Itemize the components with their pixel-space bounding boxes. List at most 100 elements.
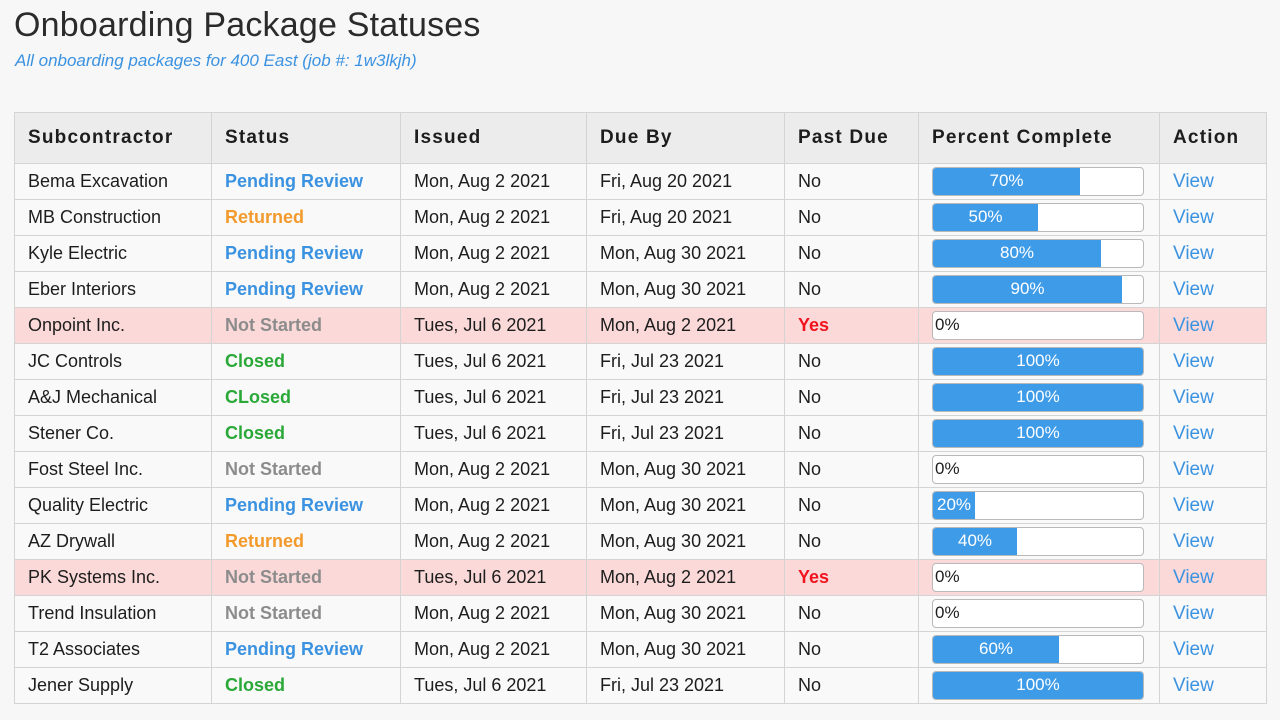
status-badge: Closed xyxy=(225,675,286,695)
cell-action: View xyxy=(1159,199,1267,236)
progress-bar-fill xyxy=(933,528,1017,555)
cell-action: View xyxy=(1159,595,1267,632)
cell-due-by: Mon, Aug 2 2021 xyxy=(586,307,785,344)
cell-past-due: No xyxy=(784,631,919,668)
cell-percent-complete: 80% xyxy=(918,235,1160,272)
view-link[interactable]: View xyxy=(1173,350,1214,372)
header-action: Action xyxy=(1159,112,1267,164)
cell-subcontractor: Jener Supply xyxy=(14,667,212,704)
progress-bar: 20% xyxy=(932,491,1144,520)
progress-bar-fill xyxy=(933,348,1143,375)
status-badge: Pending Review xyxy=(225,639,364,659)
progress-bar-label: 0% xyxy=(935,459,960,478)
cell-percent-complete: 40% xyxy=(918,523,1160,560)
view-link[interactable]: View xyxy=(1173,242,1214,264)
view-link[interactable]: View xyxy=(1173,386,1214,408)
cell-status: Closed xyxy=(211,343,401,380)
view-link[interactable]: View xyxy=(1173,458,1214,480)
header-subcontractor[interactable]: Subcontractor xyxy=(14,112,212,164)
table-row: JC Controls Closed Tues, Jul 6 2021 Fri, Ju… xyxy=(14,343,1267,380)
table-row: Jener Supply Closed Tues, Jul 6 2021 Fri, J… xyxy=(14,667,1267,704)
cell-percent-complete: 0% xyxy=(918,595,1160,632)
view-link[interactable]: View xyxy=(1173,566,1214,588)
view-link[interactable]: View xyxy=(1173,494,1214,516)
cell-issued: Mon, Aug 2 2021 xyxy=(400,487,587,524)
cell-action: View xyxy=(1159,415,1267,452)
past-due-value: No xyxy=(798,675,822,695)
cell-subcontractor: Trend Insulation xyxy=(14,595,212,632)
cell-subcontractor: JC Controls xyxy=(14,343,212,380)
view-link[interactable]: View xyxy=(1173,638,1214,660)
view-link[interactable]: View xyxy=(1173,170,1214,192)
cell-action: View xyxy=(1159,235,1267,272)
table-header-row: Subcontractor Status Issued Due By Past … xyxy=(14,112,1267,164)
progress-bar-label: 100% xyxy=(1016,387,1060,406)
status-badge: Pending Review xyxy=(225,495,364,515)
cell-past-due: No xyxy=(784,667,919,704)
cell-percent-complete: 100% xyxy=(918,343,1160,380)
cell-action: View xyxy=(1159,343,1267,380)
cell-past-due: No xyxy=(784,451,919,488)
cell-status: Returned xyxy=(211,523,401,560)
view-link[interactable]: View xyxy=(1173,314,1214,336)
progress-bar: 60% xyxy=(932,635,1144,664)
table-row: T2 Associates Pending Review Mon, Aug 2 20… xyxy=(14,631,1267,668)
cell-past-due: Yes xyxy=(784,559,919,596)
cell-percent-complete: 0% xyxy=(918,559,1160,596)
progress-bar: 0% xyxy=(932,455,1144,484)
header-percent-complete[interactable]: Percent Complete xyxy=(918,112,1160,164)
cell-issued: Tues, Jul 6 2021 xyxy=(400,667,587,704)
cell-due-by: Fri, Aug 20 2021 xyxy=(586,163,785,200)
past-due-value: No xyxy=(798,531,822,551)
progress-bar: 40% xyxy=(932,527,1144,556)
cell-past-due: No xyxy=(784,343,919,380)
view-link[interactable]: View xyxy=(1173,206,1214,228)
progress-bar: 100% xyxy=(932,347,1144,376)
cell-subcontractor: Fost Steel Inc. xyxy=(14,451,212,488)
cell-past-due: No xyxy=(784,595,919,632)
cell-past-due: No xyxy=(784,415,919,452)
past-due-value: Yes xyxy=(798,315,830,335)
cell-status: Pending Review xyxy=(211,235,401,272)
view-link[interactable]: View xyxy=(1173,674,1214,696)
progress-bar-fill xyxy=(933,492,975,519)
view-link[interactable]: View xyxy=(1173,422,1214,444)
progress-bar-label: 0% xyxy=(935,603,960,622)
cell-due-by: Fri, Aug 20 2021 xyxy=(586,199,785,236)
cell-subcontractor: Onpoint Inc. xyxy=(14,307,212,344)
onboarding-status-table: Subcontractor Status Issued Due By Past … xyxy=(14,112,1267,704)
progress-bar-label: 100% xyxy=(1016,351,1060,370)
past-due-value: Yes xyxy=(798,567,830,587)
view-link[interactable]: View xyxy=(1173,278,1214,300)
past-due-value: No xyxy=(798,171,822,191)
cell-action: View xyxy=(1159,163,1267,200)
past-due-value: No xyxy=(798,423,822,443)
cell-issued: Mon, Aug 2 2021 xyxy=(400,235,587,272)
cell-percent-complete: 100% xyxy=(918,379,1160,416)
cell-subcontractor: A&J Mechanical xyxy=(14,379,212,416)
cell-percent-complete: 50% xyxy=(918,199,1160,236)
cell-due-by: Mon, Aug 30 2021 xyxy=(586,631,785,668)
header-due-by[interactable]: Due By xyxy=(586,112,785,164)
header-status[interactable]: Status xyxy=(211,112,401,164)
status-badge: Pending Review xyxy=(225,279,364,299)
header-issued[interactable]: Issued xyxy=(400,112,587,164)
header-past-due[interactable]: Past Due xyxy=(784,112,919,164)
cell-due-by: Fri, Jul 23 2021 xyxy=(586,415,785,452)
cell-status: Pending Review xyxy=(211,163,401,200)
cell-percent-complete: 0% xyxy=(918,307,1160,344)
status-badge: Not Started xyxy=(225,315,323,335)
view-link[interactable]: View xyxy=(1173,530,1214,552)
progress-bar-label: 100% xyxy=(1016,675,1060,694)
progress-bar-label: 70% xyxy=(989,171,1024,190)
progress-bar-fill xyxy=(933,672,1143,699)
table-row: Onpoint Inc. Not Started Tues, Jul 6 2021 M… xyxy=(14,307,1267,344)
cell-issued: Tues, Jul 6 2021 xyxy=(400,559,587,596)
progress-bar: 90% xyxy=(932,275,1144,304)
table-row: Stener Co. Closed Tues, Jul 6 2021 Fri, Jul… xyxy=(14,415,1267,452)
cell-issued: Tues, Jul 6 2021 xyxy=(400,343,587,380)
table-row: MB Construction Returned Mon, Aug 2 2021 Fr… xyxy=(14,199,1267,236)
view-link[interactable]: View xyxy=(1173,602,1214,624)
cell-subcontractor: Kyle Electric xyxy=(14,235,212,272)
